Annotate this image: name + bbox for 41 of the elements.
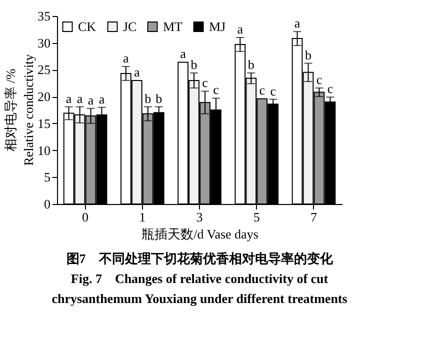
x-tick-label: 0 (82, 210, 89, 224)
data-label: a (66, 90, 72, 106)
y-tick-label: 15 (38, 116, 50, 131)
data-label: b (304, 47, 312, 62)
x-tick-label: 5 (253, 210, 260, 224)
data-label: c (270, 83, 276, 98)
data-label: a (237, 21, 244, 36)
x-tick-label: 7 (310, 210, 318, 224)
y-tick-label: 25 (38, 62, 50, 78)
legend-label: CK (78, 18, 97, 34)
y-tick-label: 30 (38, 35, 50, 50)
caption: Fig. 7 Changes of relative conductivity of cut chrysanthemum Youxiang under different treatments (52, 271, 348, 306)
data-label: c (202, 75, 208, 90)
data-label: c (259, 82, 266, 98)
y-axis-title: 相对电导率 /% Relative conductivity (3, 54, 36, 166)
x-tick-label: 3 (196, 210, 203, 224)
data-label: b (248, 56, 254, 72)
y-tick-label: 5 (44, 170, 50, 185)
data-label: a (123, 50, 130, 66)
data-label: a (134, 64, 140, 80)
y-tick-label: 0 (44, 196, 50, 212)
legend-label: JC (123, 18, 137, 34)
data-label: b (156, 90, 162, 106)
legend-label: MJ (209, 18, 226, 34)
x-tick-label: 1 (139, 210, 146, 224)
data-label: c (316, 72, 322, 87)
y-tick-label: 20 (38, 89, 50, 104)
y-tick-label: 35 (38, 8, 50, 24)
x-axis-title: 瓶插天数/d Vase days (142, 226, 258, 242)
data-label: a (88, 92, 94, 108)
data-label: a (294, 16, 300, 31)
legend-label: MT (163, 18, 183, 34)
data-label: c (327, 81, 334, 96)
data-label: a (180, 46, 186, 62)
data-label: a (76, 90, 83, 106)
caption: 图7 不同处理下切花菊优香相对电导率的变化 (66, 251, 334, 266)
data-label: c (213, 82, 220, 98)
data-label: b (190, 56, 198, 72)
data-label: b (144, 90, 152, 106)
data-label: a (98, 91, 105, 106)
y-tick-label: 10 (38, 142, 50, 158)
